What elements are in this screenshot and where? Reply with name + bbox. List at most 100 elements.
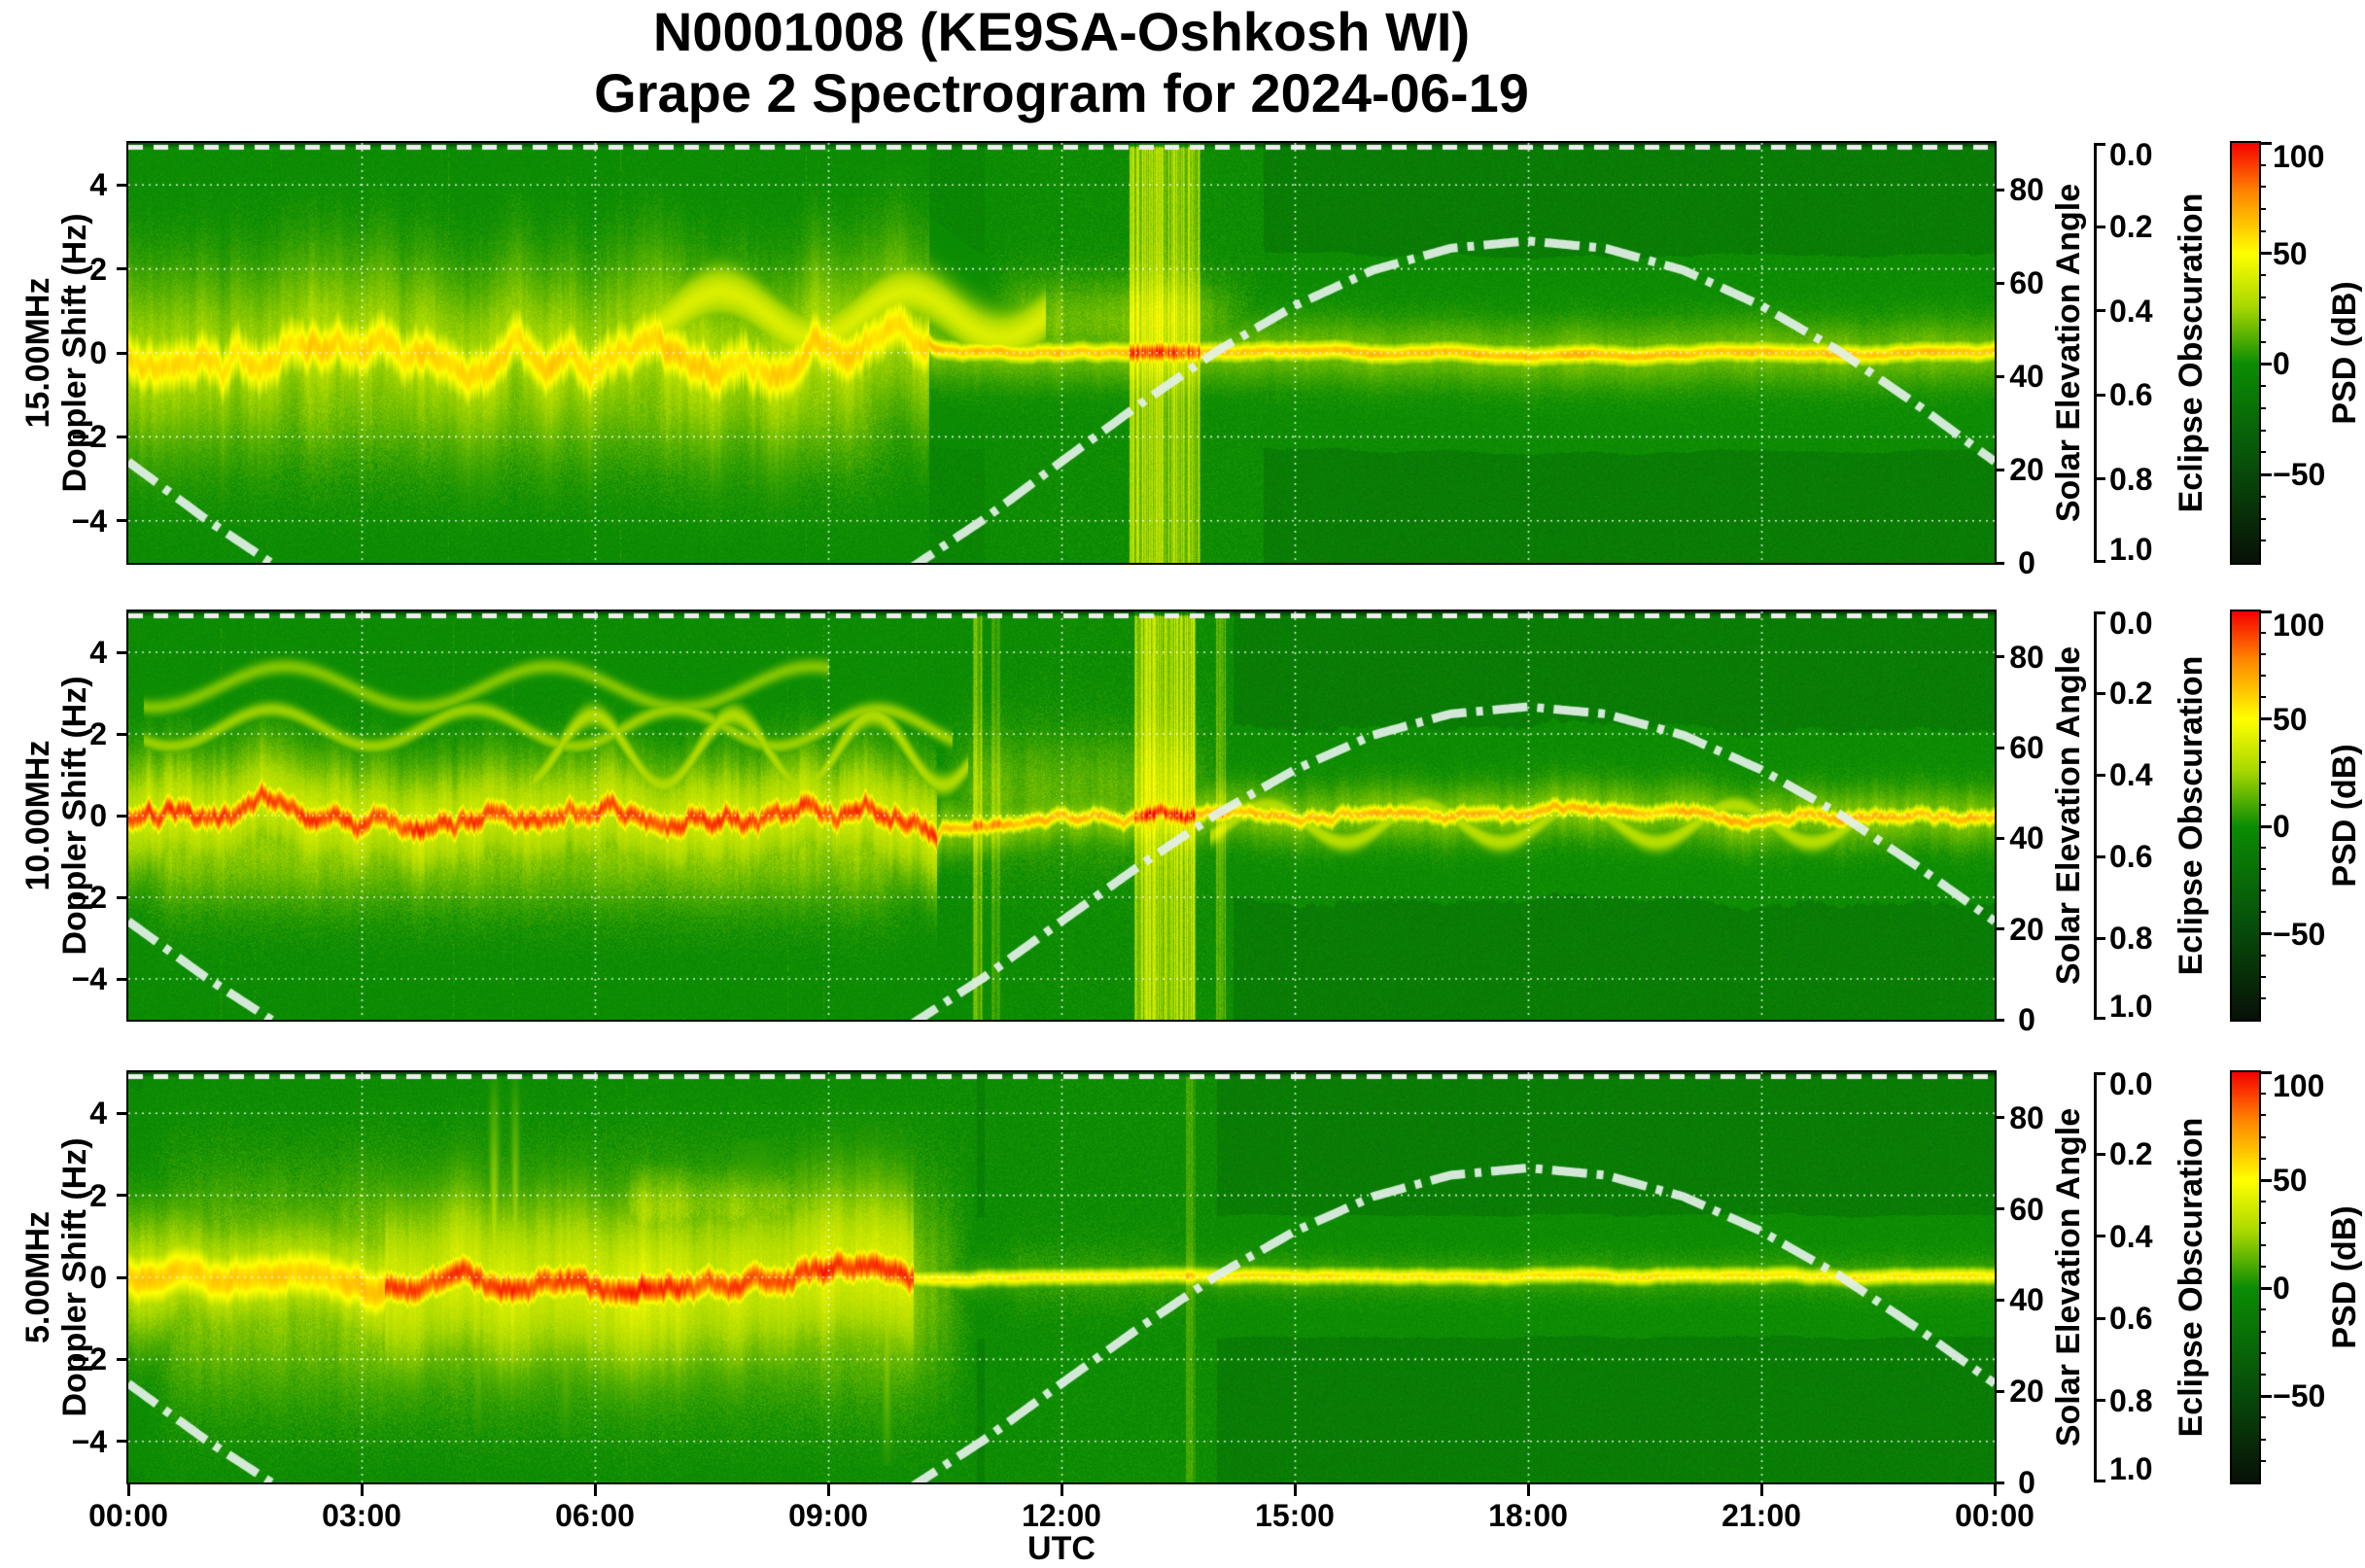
y-tick-label: 4: [89, 635, 107, 670]
solar-tick-label: 20: [2009, 911, 2044, 947]
solar-elevation-axis-title: Solar Elevation Angle: [2049, 183, 2087, 523]
colorbar-tick-mark: [2259, 1394, 2272, 1398]
colorbar-minor-tick: [2259, 385, 2266, 388]
y-tick-label: −2: [71, 419, 107, 455]
y-tick-mark: [117, 1275, 128, 1279]
y-tick-label: −2: [71, 1342, 107, 1377]
psd-colorbar: [2229, 1069, 2261, 1484]
colorbar-tick-label: 50: [2273, 701, 2308, 737]
eclipse-tick-label: 0.4: [2109, 1218, 2153, 1254]
spectrogram-canvas-500mhz: [127, 1071, 1995, 1482]
solar-elevation-axis-title: Solar Elevation Angle: [2049, 645, 2087, 986]
y-tick-label: 4: [89, 1096, 107, 1132]
eclipse-tick-mark: [2097, 691, 2105, 695]
y-tick-mark: [117, 1194, 128, 1198]
eclipse-axis-spine: [2094, 1072, 2097, 1482]
y-tick-mark: [117, 1440, 128, 1444]
eclipse-tick-mark: [2097, 773, 2105, 777]
solar-elevation-axis-title: Solar Elevation Angle: [2049, 1107, 2087, 1447]
eclipse-tick-mark: [2097, 936, 2105, 940]
colorbar-minor-tick: [2259, 406, 2266, 409]
eclipse-tick-label: 0.4: [2109, 757, 2153, 792]
eclipse-tick-mark: [2097, 854, 2105, 858]
eclipse-tick-mark: [2097, 393, 2105, 397]
colorbar-minor-tick: [2259, 803, 2266, 806]
eclipse-tick-label: 0.2: [2109, 1136, 2153, 1172]
chart-title: N0001008 (KE9SA-Oshkosh WI) Grape 2 Spec…: [128, 1, 1995, 123]
x-tick-mark: [1526, 1484, 1530, 1496]
y-tick-label: −4: [71, 503, 107, 539]
eclipse-tick-label: 1.0: [2109, 989, 2153, 1024]
eclipse-tick-label: 0.0: [2109, 606, 2153, 641]
eclipse-tick-label: 1.0: [2109, 1451, 2153, 1486]
colorbar-minor-tick: [2259, 340, 2266, 343]
eclipse-tick-label: 0.6: [2109, 377, 2153, 413]
eclipse-tick-label: 0.2: [2109, 209, 2153, 245]
eclipse-obscuration-axis-title: Eclipse Obscuration: [2172, 192, 2209, 513]
solar-tick-label: 20: [2009, 452, 2044, 487]
colorbar-minor-tick: [2259, 1265, 2266, 1268]
y-tick-mark: [117, 267, 128, 271]
colorbar-minor-tick: [2259, 782, 2266, 784]
psd-colorbar: [2229, 140, 2261, 565]
solar-tick-mark: [1995, 374, 2004, 378]
colorbar-minor-tick: [2259, 653, 2266, 656]
eclipse-tick-mark: [2097, 1017, 2105, 1020]
colorbar-minor-tick: [2259, 495, 2266, 498]
colorbar-tick-mark: [2259, 610, 2272, 613]
eclipse-tick-label: 0.0: [2109, 137, 2153, 172]
colorbar-minor-tick: [2259, 1459, 2266, 1462]
solar-tick-label: 60: [2009, 1191, 2044, 1227]
eclipse-tick-label: 0.8: [2109, 461, 2153, 497]
x-axis-title: UTC: [1027, 1530, 1096, 1567]
solar-tick-label: 80: [2009, 172, 2044, 207]
y-tick-mark: [117, 1357, 128, 1361]
colorbar-tick-label: −50: [2273, 457, 2326, 493]
x-tick-mark: [1293, 1484, 1297, 1496]
colorbar-tick-label: 100: [2273, 608, 2325, 643]
psd-axis-title: PSD (dB): [2325, 1205, 2363, 1349]
solar-tick-label: 0: [2018, 1002, 2035, 1037]
colorbar-tick-label: 0: [2273, 1271, 2290, 1307]
colorbar-minor-tick: [2259, 847, 2266, 850]
solar-tick-mark: [1995, 1207, 2004, 1211]
x-tick-label: 00:00: [1955, 1498, 2035, 1533]
y-tick-label: 2: [89, 716, 107, 751]
eclipse-tick-mark: [2097, 611, 2105, 614]
colorbar-minor-tick: [2259, 517, 2266, 520]
solar-tick-mark: [1995, 1389, 2004, 1393]
colorbar-tick-label: −50: [2273, 1378, 2326, 1414]
y-tick-mark: [117, 351, 128, 355]
colorbar-minor-tick: [2259, 696, 2266, 699]
colorbar-minor-tick: [2259, 451, 2266, 454]
colorbar-minor-tick: [2259, 274, 2266, 277]
spectrogram-panel-1000mhz: [125, 609, 1997, 1022]
solar-tick-mark: [1995, 561, 2004, 565]
colorbar-minor-tick: [2259, 208, 2266, 211]
solar-tick-mark: [1995, 468, 2004, 471]
spectrogram-panel-500mhz: [125, 1069, 1997, 1484]
solar-tick-label: 80: [2009, 639, 2044, 675]
colorbar-tick-label: 100: [2273, 139, 2325, 174]
colorbar-minor-tick: [2259, 868, 2266, 871]
eclipse-tick-label: 1.0: [2109, 532, 2153, 567]
y-tick-label: 4: [89, 167, 107, 203]
solar-tick-mark: [1995, 655, 2004, 659]
y-tick-label: −4: [71, 1423, 107, 1459]
x-tick-mark: [826, 1484, 830, 1496]
y-tick-mark: [117, 519, 128, 523]
spectrogram-canvas-1000mhz: [127, 610, 1995, 1020]
eclipse-tick-mark: [2097, 477, 2105, 481]
colorbar-tick-mark: [2259, 1286, 2272, 1290]
x-tick-label: 18:00: [1488, 1498, 1568, 1533]
colorbar-minor-tick: [2259, 540, 2266, 542]
x-tick-mark: [1759, 1484, 1763, 1496]
y-tick-mark: [117, 435, 128, 438]
eclipse-tick-label: 0.6: [2109, 1301, 2153, 1337]
x-tick-mark: [360, 1484, 364, 1496]
y-tick-mark: [117, 183, 128, 187]
y-tick-mark: [117, 732, 128, 736]
eclipse-tick-label: 0.8: [2109, 921, 2153, 956]
y-tick-label: 2: [89, 251, 107, 287]
